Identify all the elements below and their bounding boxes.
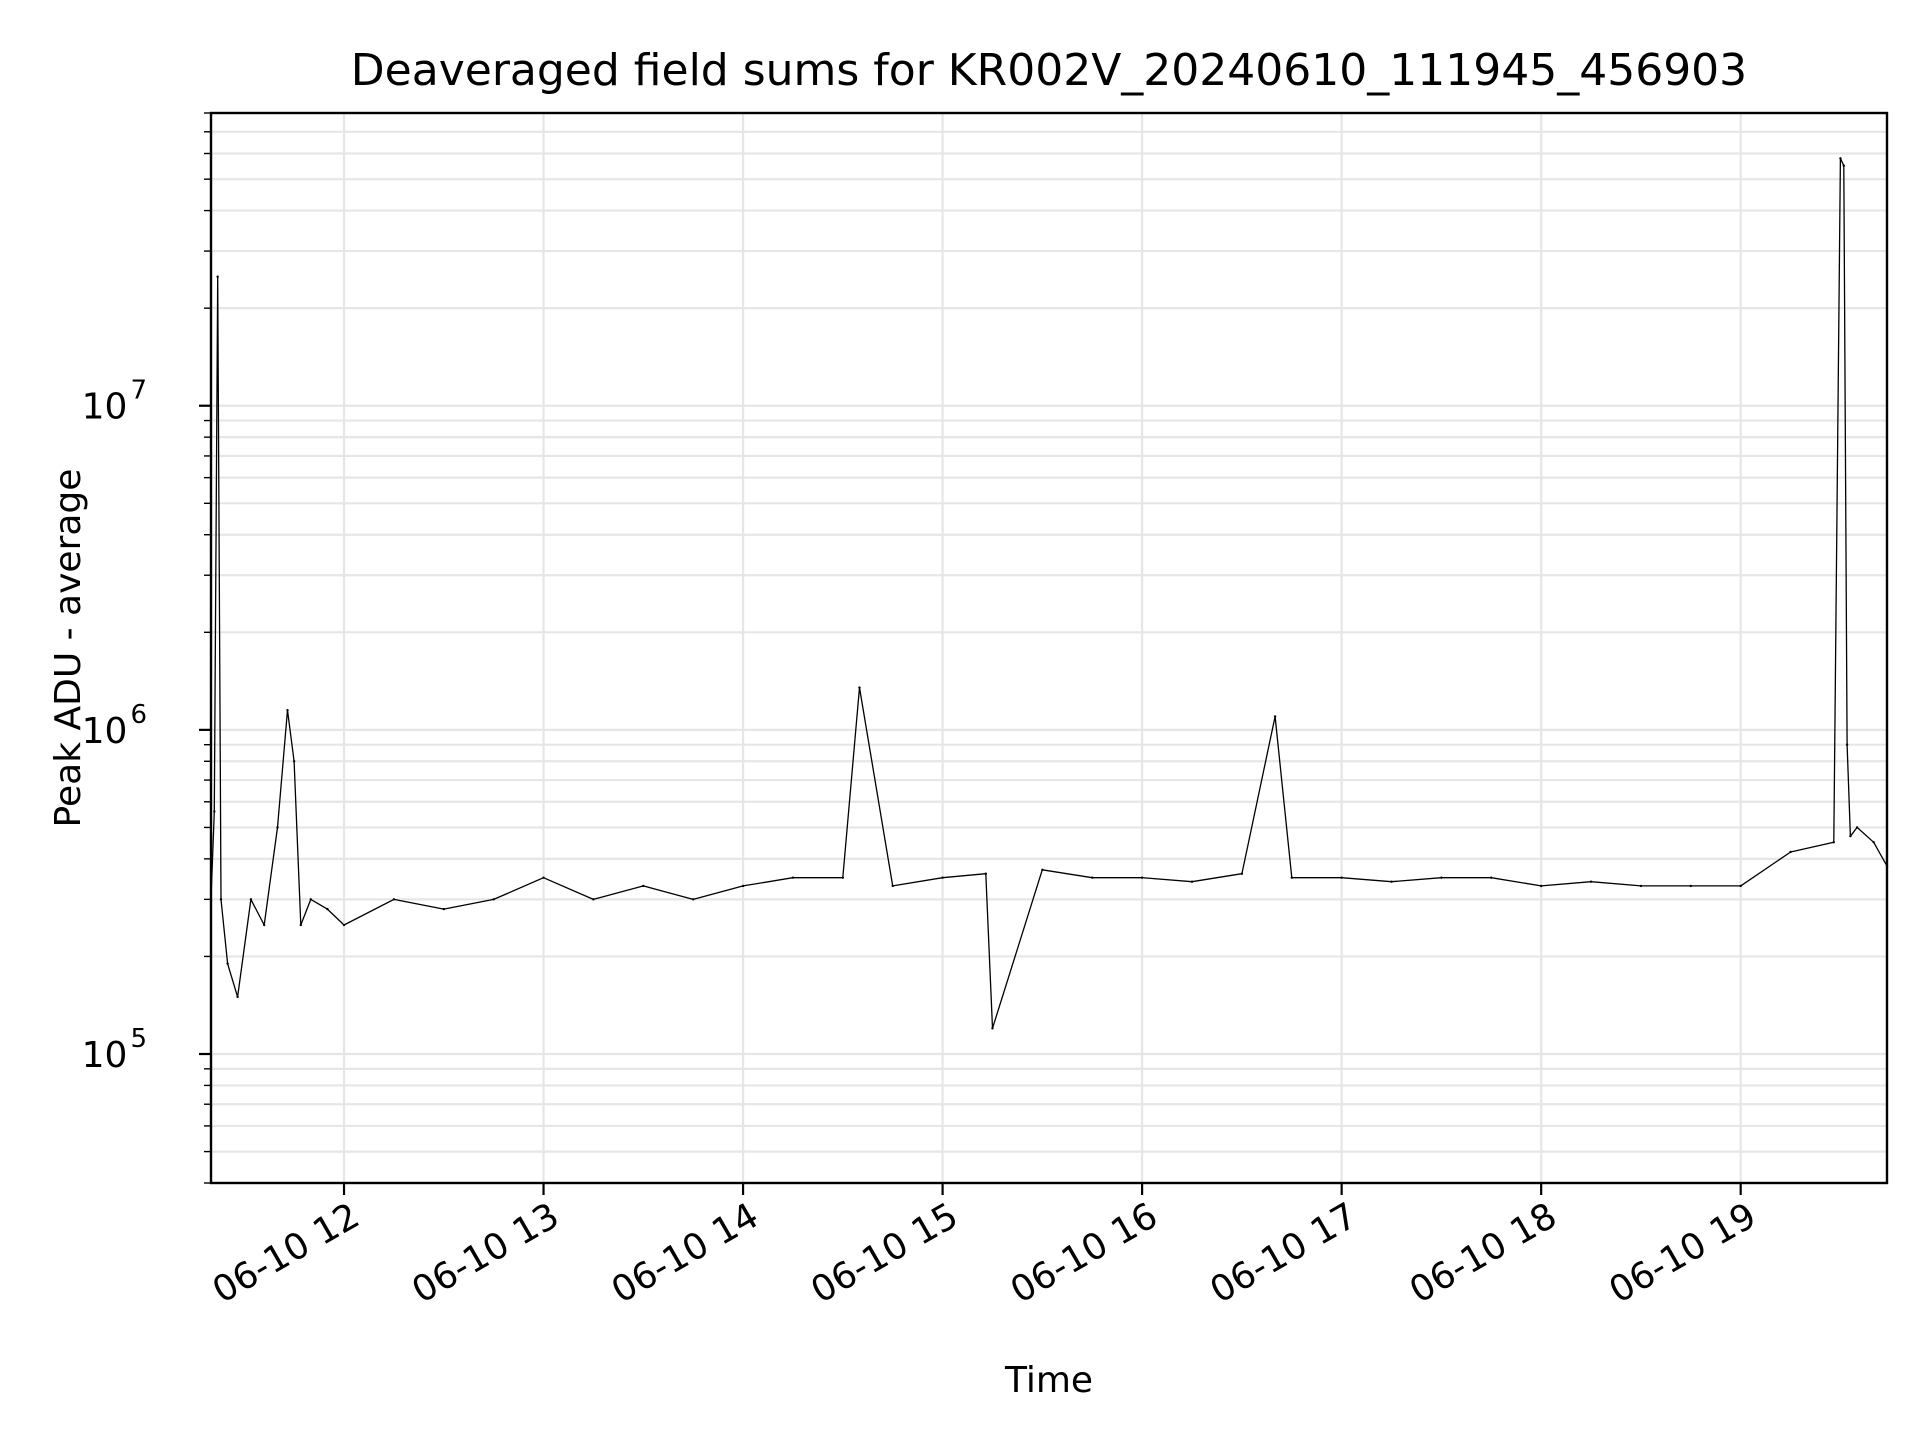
data-point (1589, 880, 1593, 883)
data-point (1689, 884, 1693, 888)
data-point (1855, 826, 1859, 829)
data-point (891, 884, 894, 888)
data-point (1240, 872, 1244, 875)
data-point (342, 923, 346, 927)
data-point (326, 907, 329, 911)
data-point (286, 708, 289, 712)
data-point (442, 907, 445, 911)
data-point (858, 686, 861, 689)
data-point (1290, 876, 1293, 879)
series-layer (209, 157, 1889, 1030)
data-point (1845, 743, 1849, 746)
data-point (299, 923, 302, 927)
data-point (292, 760, 296, 763)
data-point (691, 898, 695, 901)
data-point (991, 1027, 994, 1030)
data-point (309, 898, 312, 901)
data-point (1539, 884, 1543, 888)
data-point (592, 898, 595, 901)
chart-title: Deaveraged field sums for KR002V_2024061… (351, 45, 1747, 96)
grid-layer (211, 111, 1887, 1185)
y-axis-label: Peak ADU - average (48, 469, 89, 828)
data-point (263, 923, 266, 927)
data-point (1839, 157, 1842, 160)
data-point (219, 898, 223, 901)
data-point (236, 995, 239, 999)
data-point (226, 962, 229, 965)
data-point (1842, 164, 1845, 167)
data-point (1091, 876, 1094, 879)
data-point (1639, 884, 1643, 888)
data-point (642, 884, 645, 888)
data-point (841, 876, 845, 879)
data-point (1140, 876, 1144, 879)
data-point (1872, 841, 1875, 844)
data-point (542, 876, 545, 879)
data-point (1390, 880, 1393, 883)
data-point (741, 884, 745, 888)
data-point (1340, 876, 1343, 879)
data-point (392, 898, 396, 901)
x-axis-label: Time (1004, 1360, 1093, 1401)
data-point (1832, 841, 1835, 844)
data-point (1190, 880, 1194, 883)
data-point (984, 872, 988, 875)
data-point (1789, 850, 1792, 854)
data-point (1041, 868, 1044, 872)
plot-frame (209, 111, 1889, 1185)
data-point (492, 898, 495, 901)
data-point (1490, 876, 1493, 879)
data-point (213, 810, 216, 813)
data-point (941, 876, 944, 879)
data-point (276, 826, 279, 829)
data-point (249, 898, 253, 901)
data-point (1849, 834, 1852, 838)
data-point (791, 876, 795, 879)
data-point (1739, 884, 1742, 888)
data-point (1273, 715, 1277, 718)
data-point (1440, 876, 1443, 879)
data-point (216, 275, 219, 278)
